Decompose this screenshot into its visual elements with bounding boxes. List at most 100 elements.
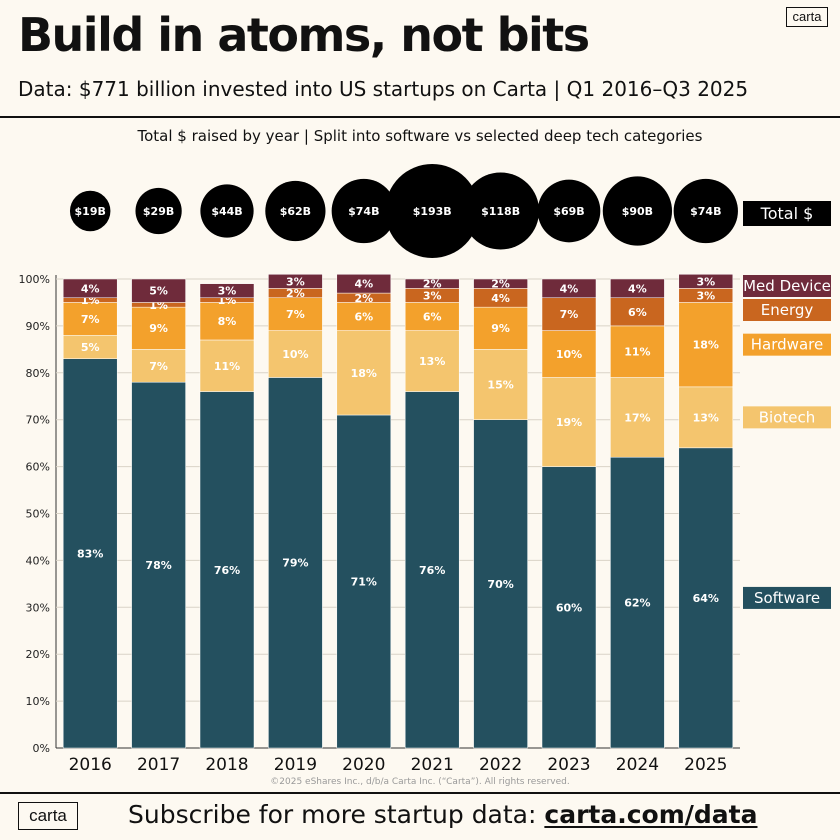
data-label: 4% (560, 282, 579, 295)
legend-label: Hardware (751, 336, 823, 354)
data-label: 3% (218, 285, 237, 298)
x-tick-label: 2022 (479, 755, 522, 775)
y-tick-label: 80% (26, 367, 50, 380)
y-tick-label: 40% (26, 554, 50, 567)
x-tick-label: 2018 (205, 755, 248, 775)
bar-segment (678, 274, 734, 289)
y-tick-label: 100% (19, 273, 50, 286)
bar-segment (268, 377, 323, 749)
footer-text: Subscribe for more startup data: (128, 800, 545, 829)
total-bubble (673, 178, 738, 244)
page-subtitle: Data: $771 billion invested into US star… (18, 77, 749, 101)
data-label: 7% (81, 313, 100, 326)
bar-segment (541, 330, 597, 378)
data-label: 13% (419, 355, 445, 368)
y-tick-label: 50% (26, 508, 50, 521)
legend-swatch (743, 586, 831, 609)
bar-segment (610, 297, 665, 327)
bar-segment (62, 278, 118, 299)
data-label: 7% (286, 308, 305, 321)
data-label: 4% (81, 282, 100, 295)
bar-segment (268, 330, 323, 378)
total-label: $193B (413, 205, 452, 218)
data-label: 2% (423, 278, 442, 291)
total-bubble (265, 180, 326, 242)
data-label: 76% (419, 564, 445, 577)
total-label: $69B (553, 205, 584, 218)
data-label: 4% (491, 292, 510, 305)
total-label: $44B (211, 205, 242, 218)
data-label: 7% (560, 308, 579, 321)
x-tick-label: 2024 (616, 755, 659, 775)
total-bubble (385, 164, 480, 258)
bar-segment (336, 302, 392, 331)
bar-segment (131, 381, 186, 749)
bar-segment (541, 278, 597, 299)
bar-segment (404, 391, 460, 749)
data-label: 3% (696, 275, 715, 288)
bar-segment (131, 349, 186, 383)
data-label: 2% (491, 278, 510, 291)
copyright-notice: ©2025 eShares Inc., d/b/a Carta Inc. (“C… (270, 777, 570, 787)
bar-segment (610, 278, 665, 299)
total-label: $19B (75, 205, 106, 218)
data-label: 6% (628, 306, 647, 319)
legend-label: Biotech (759, 408, 816, 426)
y-tick-label: 90% (26, 320, 50, 333)
data-label: 70% (487, 578, 513, 591)
data-label: 3% (696, 289, 715, 302)
data-label: 5% (149, 285, 168, 298)
y-tick-label: 20% (26, 648, 50, 661)
data-label: 64% (693, 592, 719, 605)
y-tick-label: 0% (33, 742, 50, 755)
data-label: 3% (423, 289, 442, 302)
x-tick-label: 2016 (69, 755, 112, 775)
legend-label: Energy (761, 301, 814, 319)
data-label: 4% (354, 278, 373, 291)
footer-link[interactable]: carta.com/data (544, 800, 758, 829)
legend-swatch (743, 333, 831, 356)
y-tick-label: 60% (26, 461, 50, 474)
data-label: 13% (693, 411, 719, 424)
total-label: $74B (690, 205, 721, 218)
chart-subtitle: Total $ raised by year | Split into soft… (137, 127, 703, 145)
data-label: 11% (624, 346, 650, 359)
bar-segment (473, 278, 528, 289)
data-label: 78% (145, 559, 171, 572)
data-label: 3% (286, 275, 305, 288)
data-label: 15% (487, 379, 513, 392)
data-label: 83% (77, 547, 103, 560)
x-tick-label: 2023 (547, 755, 590, 775)
data-label: 10% (556, 348, 582, 361)
bar-segment (541, 297, 597, 331)
y-tick-label: 30% (26, 601, 50, 614)
footer-cta: Subscribe for more startup data: carta.c… (128, 800, 757, 829)
bar-segment (541, 377, 597, 467)
data-label: 62% (624, 597, 650, 610)
bar-segment (610, 377, 665, 458)
total-bubble (462, 172, 540, 250)
legend-label: Software (754, 589, 820, 607)
total-label: $29B (143, 205, 174, 218)
legend-label: Med Device (743, 277, 831, 295)
page-title: Build in atoms, not bits (18, 8, 590, 62)
data-label: 9% (149, 322, 168, 335)
x-tick-label: 2019 (274, 755, 317, 775)
bar-segment (336, 414, 392, 749)
total-bubble (135, 187, 182, 235)
bar-segment (199, 283, 255, 299)
data-label: 11% (214, 360, 240, 373)
total-legend-box (743, 201, 831, 226)
x-tick-label: 2020 (342, 755, 385, 775)
data-label: 2% (354, 292, 373, 305)
total-bubble (602, 176, 673, 246)
data-label: 19% (556, 416, 582, 429)
bar-segment (541, 466, 597, 749)
data-label: 60% (556, 601, 582, 614)
total-label: $74B (348, 205, 379, 218)
total-bubble (200, 184, 254, 238)
bottom-divider (0, 792, 840, 794)
data-label: 18% (351, 367, 377, 380)
total-bubble (537, 179, 601, 243)
